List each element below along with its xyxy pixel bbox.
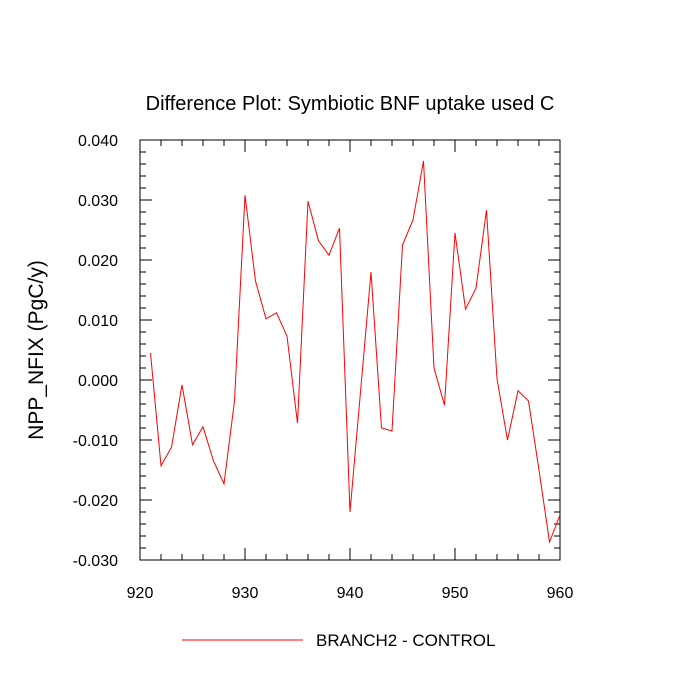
y-tick-label: 0.030 [78,193,118,210]
x-tick-label: 930 [232,585,259,602]
y-tick-label: -0.010 [73,433,118,450]
x-tick-label: 960 [547,585,574,602]
major-ticks [139,139,561,561]
x-tick-labels: 920 930 940 950 960 [127,585,574,602]
chart-title: Difference Plot: Symbiotic BNF uptake us… [146,93,555,115]
legend: BRANCH2 - CONTROL [182,631,495,650]
y-tick-label: 0.010 [78,313,118,330]
y-tick-label: 0.020 [78,253,118,270]
y-tick-label: 0.040 [78,133,118,150]
y-tick-labels: -0.030 -0.020 -0.010 0.000 0.010 0.020 0.030 0.… [73,133,118,570]
minor-ticks [139,139,561,561]
x-tick-label: 940 [337,585,364,602]
x-tick-label: 950 [442,585,469,602]
x-tick-label: 920 [127,585,154,602]
plot-frame [139,139,561,561]
series-group [150,160,561,544]
y-tick-label: -0.030 [73,553,118,570]
series-line [150,160,561,544]
y-tick-label: -0.020 [73,493,118,510]
legend-label: BRANCH2 - CONTROL [316,631,495,650]
y-tick-label: 0.000 [78,373,118,390]
y-axis-label: NPP_NFIX (PgC/y) [25,260,48,440]
